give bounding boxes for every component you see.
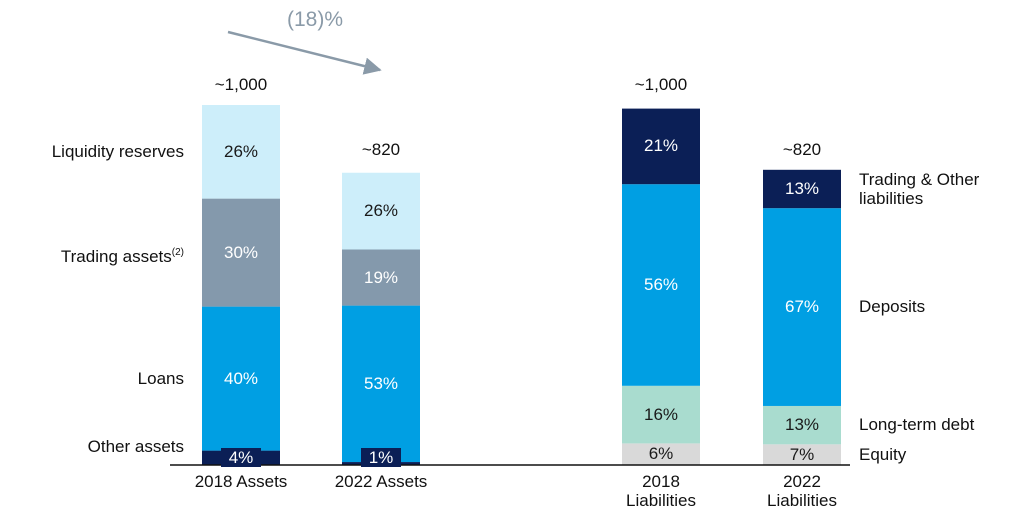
bar-segment [202, 306, 280, 451]
bar-segment [763, 405, 841, 445]
value-label: 56% [643, 275, 679, 294]
annotation: (18)% [287, 8, 344, 31]
legend-label: Trading assets(2) [60, 246, 184, 266]
value-label: 30% [223, 242, 259, 262]
value-label: 1% [361, 448, 401, 467]
value-label: 21% [643, 136, 679, 156]
change-arrow [227, 30, 382, 75]
legend-label: Other assets [87, 437, 184, 456]
legend-label: Trading & Other liabilities [859, 169, 980, 208]
value-label: 26% [363, 201, 399, 221]
value-label: 7% [789, 444, 815, 464]
bar-segment [622, 108, 700, 185]
legend-label: Equity [859, 444, 907, 464]
bar-segment [342, 249, 420, 306]
bar-segment [622, 385, 700, 444]
value-label: 67% [784, 297, 820, 317]
bar-segment [622, 184, 700, 386]
bar-segment [763, 444, 841, 465]
value-label: 40% [223, 368, 259, 388]
legend-label: Long-term debt [859, 415, 975, 435]
bar-segment [342, 305, 420, 463]
legend-label: Loans [137, 368, 184, 388]
total-label: ~1,000 [214, 75, 268, 94]
legend-label: Liquidity reserves [51, 141, 184, 161]
value-label: 26% [223, 141, 259, 161]
bar-segment [202, 105, 280, 199]
bar-segment [763, 208, 841, 406]
value-label: 4% [221, 448, 261, 467]
value-label: 13% [784, 415, 820, 435]
bar-segment [342, 172, 420, 250]
bar-segment [763, 169, 841, 209]
value-label: 53% [363, 373, 399, 393]
total-label: ~820 [361, 139, 401, 159]
x-tick-label: 2022 Liabilities [767, 472, 837, 510]
value-label: 19% [363, 267, 399, 287]
bar-segment [622, 443, 700, 465]
x-tick-label: 2018 Liabilities [626, 472, 696, 510]
legend-label: Deposits [859, 297, 926, 317]
value-label: 6% [648, 444, 674, 464]
total-label: ~1,000 [634, 75, 688, 94]
value-label: 13% [784, 178, 820, 198]
value-label: 16% [643, 404, 679, 424]
x-tick-label: 2018 Assets [194, 472, 288, 491]
x-tick-label: 2022 Assets [334, 472, 428, 491]
total-label: ~820 [782, 139, 822, 159]
bar-segment [202, 198, 280, 307]
footnote-marker: (2) [171, 246, 184, 258]
